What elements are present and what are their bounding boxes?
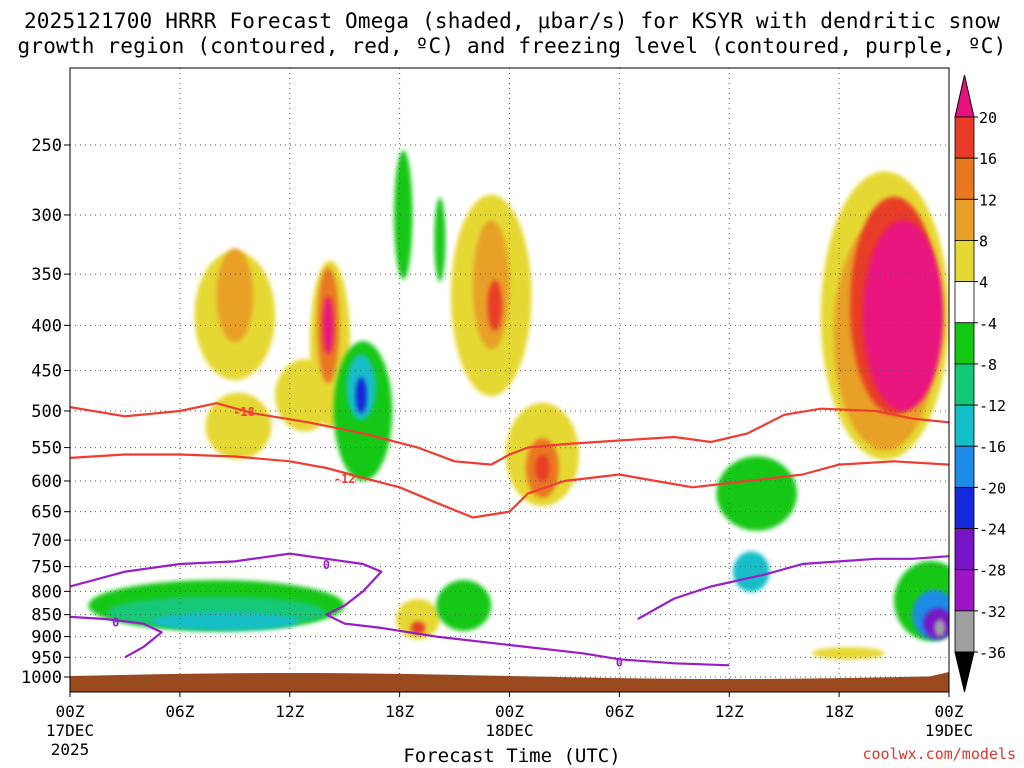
colorbar-bin xyxy=(954,363,975,406)
omega-colorbar: 20 16 12 8 4 -4 -8 -12 -16 -20 -24 -28 -32 -36 xyxy=(954,74,1006,693)
y-tick-label: 550 xyxy=(31,439,62,459)
colorbar-label: -8 xyxy=(979,356,997,374)
y-tick-label: 350 xyxy=(31,265,62,285)
omega-cell xyxy=(934,619,946,637)
colorbar-label: 12 xyxy=(979,191,997,209)
y-axis: 2503003504004505005506006507007508008509… xyxy=(21,136,70,688)
omega-cell xyxy=(410,621,426,635)
colorbar-bin xyxy=(954,322,975,365)
omega-cell xyxy=(487,280,503,331)
colorbar-bin xyxy=(954,569,975,612)
colorbar-label: -28 xyxy=(979,562,1006,580)
omega-cell xyxy=(732,551,770,592)
x-tick-label: 12Z xyxy=(715,702,744,721)
colorbar-label: 8 xyxy=(979,232,988,250)
colorbar-bin xyxy=(954,198,975,241)
colorbar-bin xyxy=(954,528,975,571)
omega-cell xyxy=(811,647,885,660)
colorbar-bin xyxy=(954,116,975,159)
y-tick-label: 950 xyxy=(31,648,62,668)
freezing-level-contour xyxy=(637,555,949,621)
colorbar-label: 16 xyxy=(979,150,997,168)
freezing-level-contour xyxy=(70,552,730,667)
colorbar-top-arrow xyxy=(954,74,975,118)
contour-label: 0 xyxy=(112,615,119,629)
y-tick-label: 700 xyxy=(31,531,62,551)
x-axis-title: Forecast Time (UTC) xyxy=(403,745,621,767)
colorbar-label: -36 xyxy=(979,644,1006,662)
contour-label: 0 xyxy=(616,655,623,669)
grid-lines xyxy=(70,68,949,692)
ground-fill xyxy=(70,672,949,692)
contour-lines: -18 -12 0 0 0 xyxy=(70,402,949,669)
x-tick-label: 00Z xyxy=(935,702,964,721)
colorbar-bin xyxy=(954,404,975,447)
x-tick-date: 17DEC xyxy=(46,721,94,740)
colorbar-bin xyxy=(954,281,975,324)
y-tick-label: 250 xyxy=(31,136,62,156)
y-tick-label: 600 xyxy=(31,472,62,492)
colorbar-bottom-arrow xyxy=(954,651,975,693)
colorbar-bin xyxy=(954,610,975,653)
colorbar-bin xyxy=(954,240,975,283)
y-tick-label: 400 xyxy=(31,316,62,336)
y-tick-label: 450 xyxy=(31,362,62,382)
omega-cell xyxy=(395,599,440,640)
y-tick-label: 650 xyxy=(31,503,62,523)
colorbar-label: -16 xyxy=(979,438,1006,456)
chart-title-line-1: 2025121700 HRRR Forecast Omega (shaded, … xyxy=(23,9,1001,33)
omega-cell xyxy=(862,220,944,412)
dendritic-temp-contour xyxy=(70,453,949,519)
colorbar-bin xyxy=(954,486,975,529)
x-tick-label: 18Z xyxy=(385,702,414,721)
colorbar-label: -32 xyxy=(979,603,1006,621)
omega-cell xyxy=(322,296,334,355)
colorbar-label: -20 xyxy=(979,479,1006,497)
omega-cell xyxy=(434,197,446,282)
x-tick-label: 12Z xyxy=(275,702,304,721)
x-tick-date: 19DEC xyxy=(925,721,973,740)
y-tick-label: 1000 xyxy=(21,668,62,688)
colorbar-label: 20 xyxy=(979,109,997,127)
x-tick-year: 2025 xyxy=(51,740,90,759)
omega-cell xyxy=(152,612,299,631)
y-tick-label: 800 xyxy=(31,582,62,602)
contour-label: -18 xyxy=(233,405,255,419)
omega-shading xyxy=(88,150,949,660)
omega-cell xyxy=(355,377,367,414)
omega-cell xyxy=(535,454,550,482)
omega-cell xyxy=(436,580,492,631)
omega-cell xyxy=(205,392,272,460)
colorbar-label: 4 xyxy=(979,274,988,292)
chart-title-line-2: growth region (contoured, red, ºC) and f… xyxy=(17,34,1007,58)
freezing-level-contour xyxy=(70,615,163,659)
y-tick-label: 300 xyxy=(31,206,62,226)
colorbar-label: -24 xyxy=(979,521,1006,539)
contour-label: 0 xyxy=(323,558,330,572)
colorbar-bin xyxy=(954,445,975,488)
x-tick-label: 06Z xyxy=(605,702,634,721)
y-tick-label: 500 xyxy=(31,402,62,422)
x-tick-date: 18DEC xyxy=(485,721,533,740)
omega-cell xyxy=(394,150,413,280)
dendritic-temp-contour xyxy=(70,402,949,466)
colorbar-bin xyxy=(954,157,975,200)
contour-label: -12 xyxy=(334,472,356,486)
y-tick-label: 900 xyxy=(31,628,62,648)
colorbar-label: -4 xyxy=(979,315,997,333)
x-tick-label: 00Z xyxy=(56,702,85,721)
credit-link[interactable]: coolwx.com/models xyxy=(862,745,1016,763)
omega-cell xyxy=(216,248,254,343)
y-tick-label: 750 xyxy=(31,558,62,578)
x-tick-label: 00Z xyxy=(495,702,524,721)
x-tick-label: 18Z xyxy=(825,702,854,721)
colorbar-label: -12 xyxy=(979,397,1006,415)
x-tick-label: 06Z xyxy=(165,702,194,721)
omega-cell xyxy=(716,456,798,531)
terrain-ground xyxy=(70,672,949,692)
y-tick-label: 850 xyxy=(31,606,62,626)
